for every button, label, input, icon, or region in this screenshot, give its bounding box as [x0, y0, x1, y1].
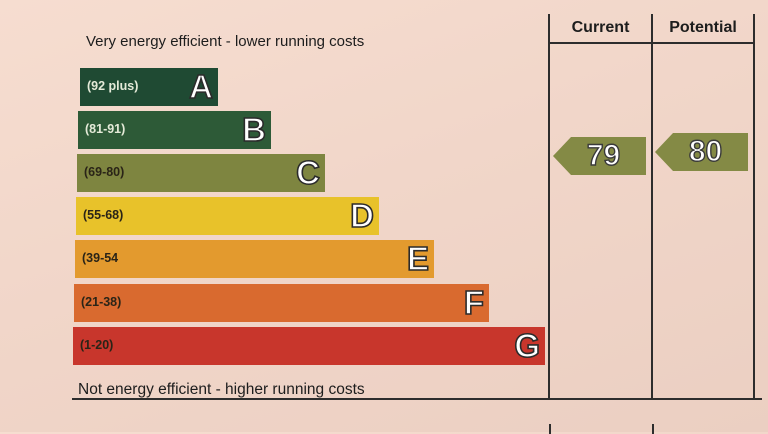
band-e-range: (39-54	[82, 251, 119, 265]
next-table-divider-left	[549, 424, 551, 434]
band-a-letter: A	[188, 68, 213, 106]
header-rule	[548, 42, 755, 44]
potential-column-header: Potential	[669, 19, 737, 36]
band-f-letter: F	[463, 284, 485, 322]
band-b: (81-91) B	[78, 111, 271, 149]
band-a-range: (92 plus)	[87, 79, 139, 93]
efficient-caption: Very energy efficient - lower running co…	[86, 33, 365, 50]
band-g-letter: G	[514, 327, 541, 365]
column-divider-middle	[651, 14, 653, 398]
potential-arrow-shape	[655, 133, 748, 171]
band-c-letter: C	[295, 154, 320, 192]
inefficient-caption: Not energy efficient - higher running co…	[78, 381, 365, 398]
band-d: (55-68) D	[76, 197, 379, 235]
column-divider-left	[548, 14, 550, 398]
band-g-range: (1-20)	[80, 338, 114, 352]
column-divider-right	[753, 14, 755, 398]
potential-rating-value: 80	[688, 134, 723, 168]
band-f: (21-38) F	[74, 284, 489, 322]
current-rating-value: 79	[586, 138, 621, 172]
potential-rating-arrow: 80	[655, 133, 748, 171]
band-e-letter: E	[406, 240, 430, 278]
band-e: (39-54 E	[75, 240, 434, 278]
band-b-letter: B	[241, 111, 266, 149]
band-c: (69-80) C	[77, 154, 325, 192]
band-c-range: (69-80)	[84, 165, 125, 179]
band-f-range: (21-38)	[81, 295, 122, 309]
current-rating-arrow: 79	[553, 137, 646, 175]
band-b-range: (81-91)	[85, 122, 126, 136]
current-arrow-shape	[553, 137, 646, 175]
band-d-letter: D	[349, 197, 374, 235]
band-g: (1-20) G	[73, 327, 545, 365]
band-a: (92 plus) A	[80, 68, 218, 106]
bottom-rule	[72, 398, 762, 400]
next-table-divider-middle	[652, 424, 654, 434]
current-column-header: Current	[571, 19, 630, 36]
band-d-range: (55-68)	[83, 208, 124, 222]
